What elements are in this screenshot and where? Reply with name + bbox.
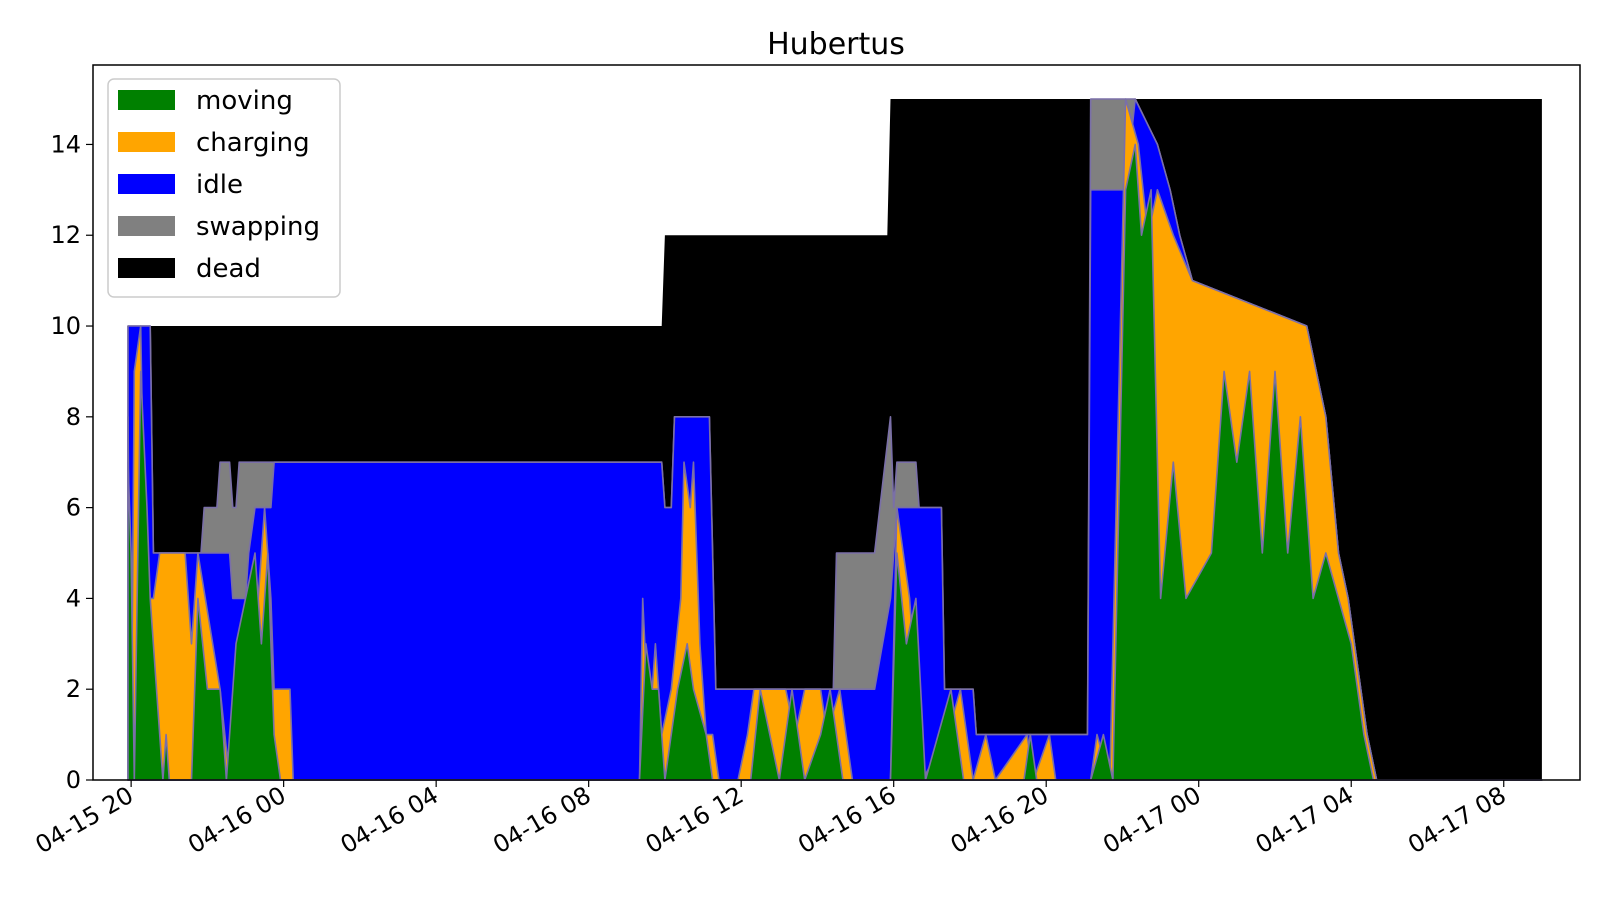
x-tick-label: 04-15 20 [31,781,138,859]
area-moving [127,143,1543,781]
y-tick-label: 10 [50,312,81,340]
chart-title: Hubertus [767,27,905,62]
legend-label-charging: charging [196,128,310,158]
x-tick-label: 04-16 08 [488,781,595,859]
x-tick-label: 04-16 20 [946,781,1053,859]
x-tick-label: 04-17 00 [1098,781,1205,859]
legend-label-dead: dead [196,254,261,284]
legend-swatch-idle [118,174,175,194]
x-tick-label: 04-16 16 [793,781,900,859]
x-tick-label: 04-17 08 [1403,781,1510,859]
x-tick-label: 04-16 12 [641,781,748,859]
y-tick-label: 6 [66,494,81,522]
y-axis: 0 2 4 6 8 10 12 14 [50,130,93,794]
y-tick-label: 4 [66,584,81,612]
plot-area [127,98,1543,781]
legend-label-idle: idle [196,170,243,200]
legend-label-swapping: swapping [196,212,320,242]
y-tick-label: 12 [50,221,81,249]
legend-swatch-moving [118,90,175,110]
x-tick-label: 04-17 04 [1251,781,1358,859]
legend-swatch-swapping [118,216,175,236]
legend-swatch-dead [118,258,175,278]
x-tick-label: 04-16 04 [336,781,443,859]
y-tick-label: 2 [66,675,81,703]
legend-swatch-charging [118,132,175,152]
y-tick-label: 8 [66,403,81,431]
y-tick-label: 14 [50,130,81,158]
y-tick-label: 0 [66,766,81,794]
plot-frame [92,64,1581,781]
legend: moving charging idle swapping dead [107,78,341,298]
x-axis: 04-15 20 04-16 00 04-16 04 04-16 08 04-16 12… [31,780,1511,859]
x-tick-label: 04-16 00 [183,781,290,859]
legend-label-moving: moving [196,86,293,116]
